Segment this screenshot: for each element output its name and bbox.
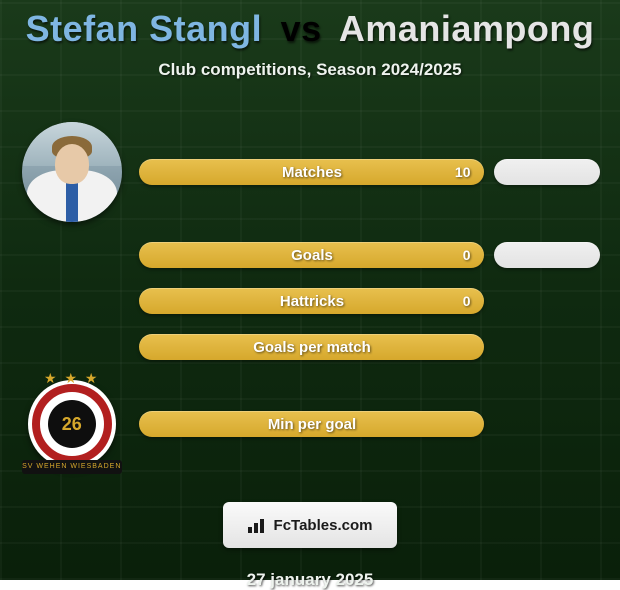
subtitle: Club competitions, Season 2024/2025 — [0, 60, 620, 80]
stat-value: 0 — [463, 293, 471, 309]
stat-pill-right — [494, 159, 600, 185]
stat-row: Goals 0 — [0, 242, 620, 268]
stat-row: Goals per match — [0, 334, 620, 360]
stat-bar-left: Goals per match — [139, 334, 484, 360]
stat-label: Hattricks — [280, 293, 344, 310]
right-pill-slot — [492, 159, 602, 185]
stat-bar: Matches 10 — [139, 159, 484, 185]
stat-bar: Goals 0 — [139, 242, 484, 268]
stat-bars: Matches 10 Goals 0 Hattricks 0 Goals per match… — [0, 122, 620, 468]
left-image-slot — [12, 122, 131, 222]
stat-pill-right — [494, 242, 600, 268]
logo-text: FcTables.com — [274, 517, 373, 534]
stat-row: ★ ★ ★26SV WEHEN WIESBADEN Min per goal — [0, 380, 620, 468]
crest-banner: SV WEHEN WIESBADEN — [22, 460, 122, 474]
stat-label: Min per goal — [268, 416, 356, 433]
left-image-slot: ★ ★ ★26SV WEHEN WIESBADEN — [12, 380, 131, 468]
player2-name: Amaniampong — [339, 8, 595, 49]
stat-bar-left: Hattricks 0 — [139, 288, 484, 314]
stat-bar: Min per goal — [139, 411, 484, 437]
vs-label: vs — [281, 8, 322, 49]
club-crest: ★ ★ ★26SV WEHEN WIESBADEN — [28, 380, 116, 468]
stat-bar-left: Min per goal — [139, 411, 484, 437]
bar-chart-icon — [248, 517, 268, 533]
stat-row: Hattricks 0 — [0, 288, 620, 314]
stat-bar: Hattricks 0 — [139, 288, 484, 314]
stat-label: Goals per match — [253, 339, 371, 356]
stat-value: 0 — [463, 247, 471, 263]
right-pill-slot — [492, 242, 602, 268]
stat-bar-left: Goals 0 — [139, 242, 484, 268]
fctables-logo: FcTables.com — [223, 502, 397, 548]
player1-name: Stefan Stangl — [26, 8, 263, 49]
stat-bar-left: Matches 10 — [139, 159, 484, 185]
stat-label: Matches — [282, 164, 342, 181]
date-label: 27 january 2025 — [0, 570, 620, 590]
stat-label: Goals — [291, 247, 333, 264]
stat-value: 10 — [455, 164, 471, 180]
player-avatar — [22, 122, 122, 222]
page-title: Stefan Stangl vs Amaniampong — [0, 0, 620, 50]
stat-bar: Goals per match — [139, 334, 484, 360]
stat-row: Matches 10 — [0, 122, 620, 222]
